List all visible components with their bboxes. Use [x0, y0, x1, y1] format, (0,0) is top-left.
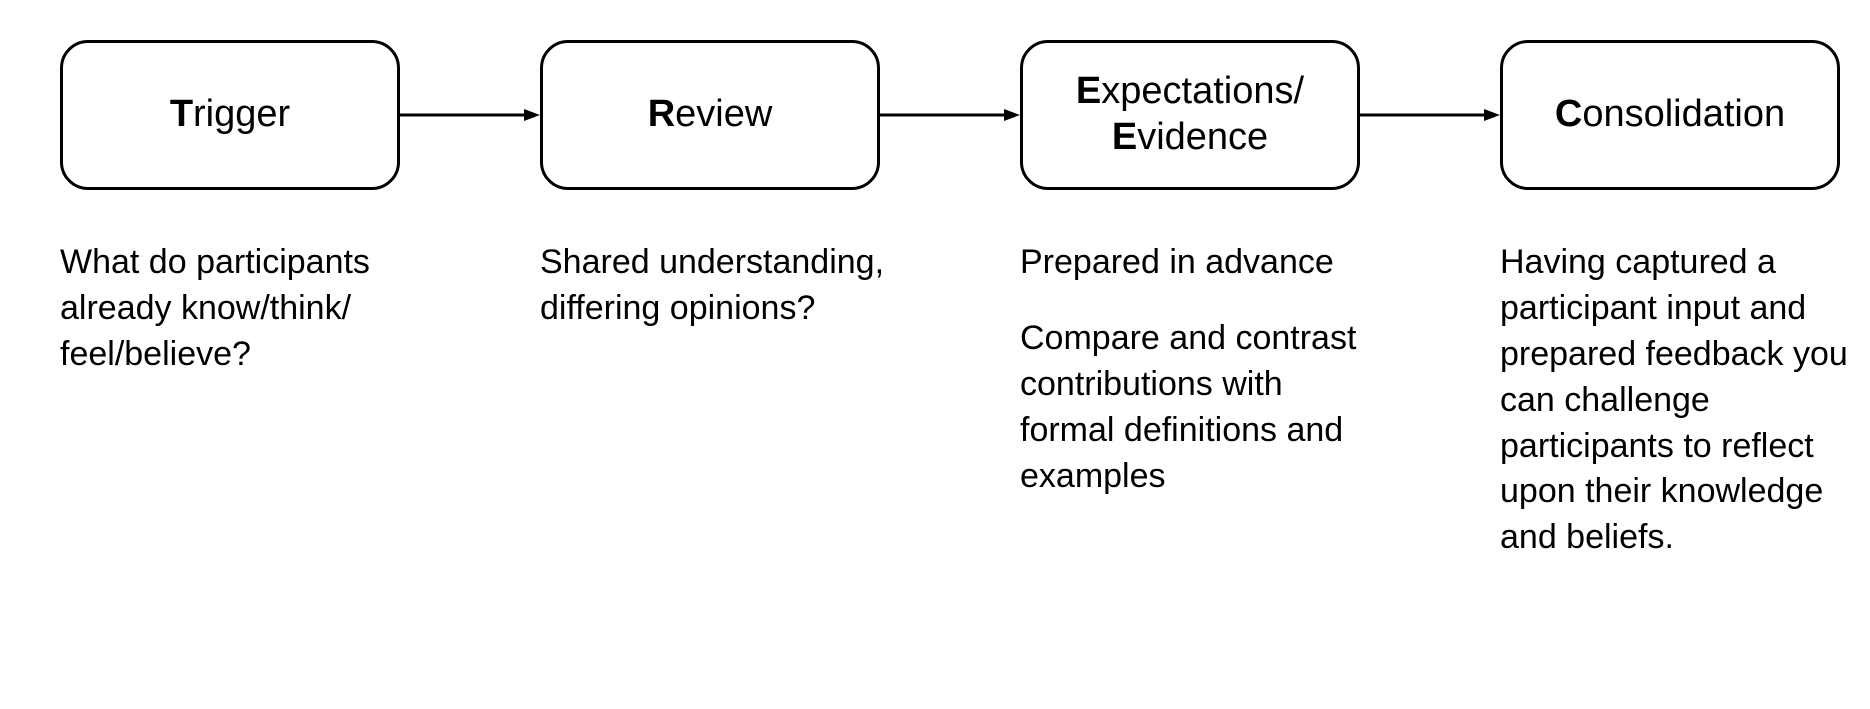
node-review-title: Review — [632, 92, 789, 138]
desc-consolidation: Having captured a participant input and … — [1500, 240, 1860, 561]
node-expectations-title: Expectations/ Evidence — [1060, 69, 1320, 160]
arrow-expectations-consolidation — [1360, 100, 1500, 130]
node-expectations-line2-rest: vidence — [1137, 116, 1268, 158]
desc-expectations-p2: Compare and contrast contributions with … — [1020, 316, 1380, 500]
node-review-first-letter: R — [648, 93, 675, 135]
node-expectations: Expectations/ Evidence — [1020, 40, 1360, 190]
node-trigger-first-letter: T — [170, 93, 193, 135]
node-expectations-line1-first: E — [1076, 70, 1101, 112]
node-consolidation-first-letter: C — [1555, 93, 1582, 135]
desc-expectations: Prepared in advance Compare and contrast… — [1020, 240, 1380, 499]
node-consolidation: Consolidation — [1500, 40, 1840, 190]
desc-review-p1: Shared understanding, differing opinions… — [540, 240, 900, 332]
desc-trigger: What do participants already know/think/… — [60, 240, 420, 378]
node-review: Review — [540, 40, 880, 190]
flow-diagram: Trigger What do participants already kno… — [0, 0, 1870, 709]
desc-expectations-p1: Prepared in advance — [1020, 240, 1380, 286]
node-review-rest: eview — [675, 93, 772, 135]
desc-review: Shared understanding, differing opinions… — [540, 240, 900, 332]
node-trigger-title: Trigger — [154, 92, 306, 138]
node-expectations-line2-first: E — [1112, 116, 1137, 158]
node-consolidation-rest: onsolidation — [1582, 93, 1785, 135]
node-trigger-rest: rigger — [193, 93, 290, 135]
arrow-review-expectations — [880, 100, 1020, 130]
desc-consolidation-p1: Having captured a participant input and … — [1500, 240, 1860, 561]
node-trigger: Trigger — [60, 40, 400, 190]
node-expectations-line1-rest: xpectations/ — [1101, 70, 1304, 112]
arrow-trigger-review — [400, 100, 540, 130]
desc-trigger-p1: What do participants already know/think/… — [60, 240, 420, 378]
node-consolidation-title: Consolidation — [1539, 92, 1801, 138]
